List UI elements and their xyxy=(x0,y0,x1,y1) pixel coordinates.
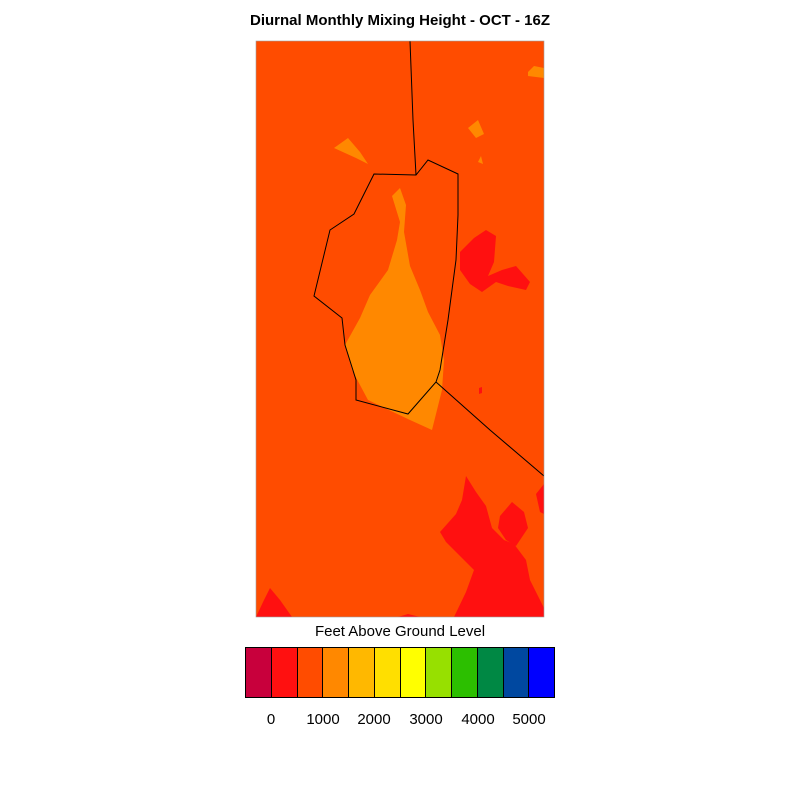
map-title: Diurnal Monthly Mixing Height - OCT - 16… xyxy=(250,12,550,29)
legend-swatch xyxy=(349,648,375,697)
contour-region-south-sliver xyxy=(398,614,420,617)
legend-swatch xyxy=(477,648,504,697)
legend-swatch xyxy=(374,648,401,697)
contour-region-east-edge xyxy=(536,484,544,514)
legend-swatch xyxy=(400,648,427,697)
legend-swatch xyxy=(503,648,530,697)
map-panel-border xyxy=(255,40,545,618)
legend-tick-labels: 0 1000 2000 3000 4000 5000 xyxy=(245,711,555,731)
legend-tick-label: 4000 xyxy=(461,711,495,728)
legend-swatch xyxy=(271,648,298,697)
contour-region-dot xyxy=(479,387,482,394)
contour-region-northeast-edge xyxy=(528,66,544,78)
legend-swatch xyxy=(323,648,349,697)
legend-swatch xyxy=(452,648,478,697)
legend-tick-label: 3000 xyxy=(409,711,443,728)
contour-region-small-patch xyxy=(478,156,483,164)
contour-region-southeast xyxy=(440,476,544,617)
legend-swatch xyxy=(297,648,324,697)
contour-region-central xyxy=(345,188,444,430)
legend-title: Feet Above Ground Level xyxy=(314,623,486,640)
legend-tick-label: 0 xyxy=(266,711,276,728)
legend-swatch xyxy=(529,648,554,697)
legend-tick-label: 2000 xyxy=(357,711,391,728)
contour-region-northwest-patch xyxy=(334,138,368,164)
boundary-line-southeast xyxy=(435,381,544,477)
legend-swatch xyxy=(246,648,272,697)
legend-tick-label: 5000 xyxy=(512,711,546,728)
legend-swatch xyxy=(426,648,452,697)
contour-region-southeast-island xyxy=(498,502,528,546)
contour-region-north-patch xyxy=(468,120,484,138)
color-legend-bar xyxy=(245,647,555,698)
legend-tick-label: 1000 xyxy=(306,711,340,728)
boundary-line-north xyxy=(409,41,417,176)
contour-region-southwest-corner xyxy=(256,588,292,617)
contour-region-east-blob xyxy=(460,230,530,292)
